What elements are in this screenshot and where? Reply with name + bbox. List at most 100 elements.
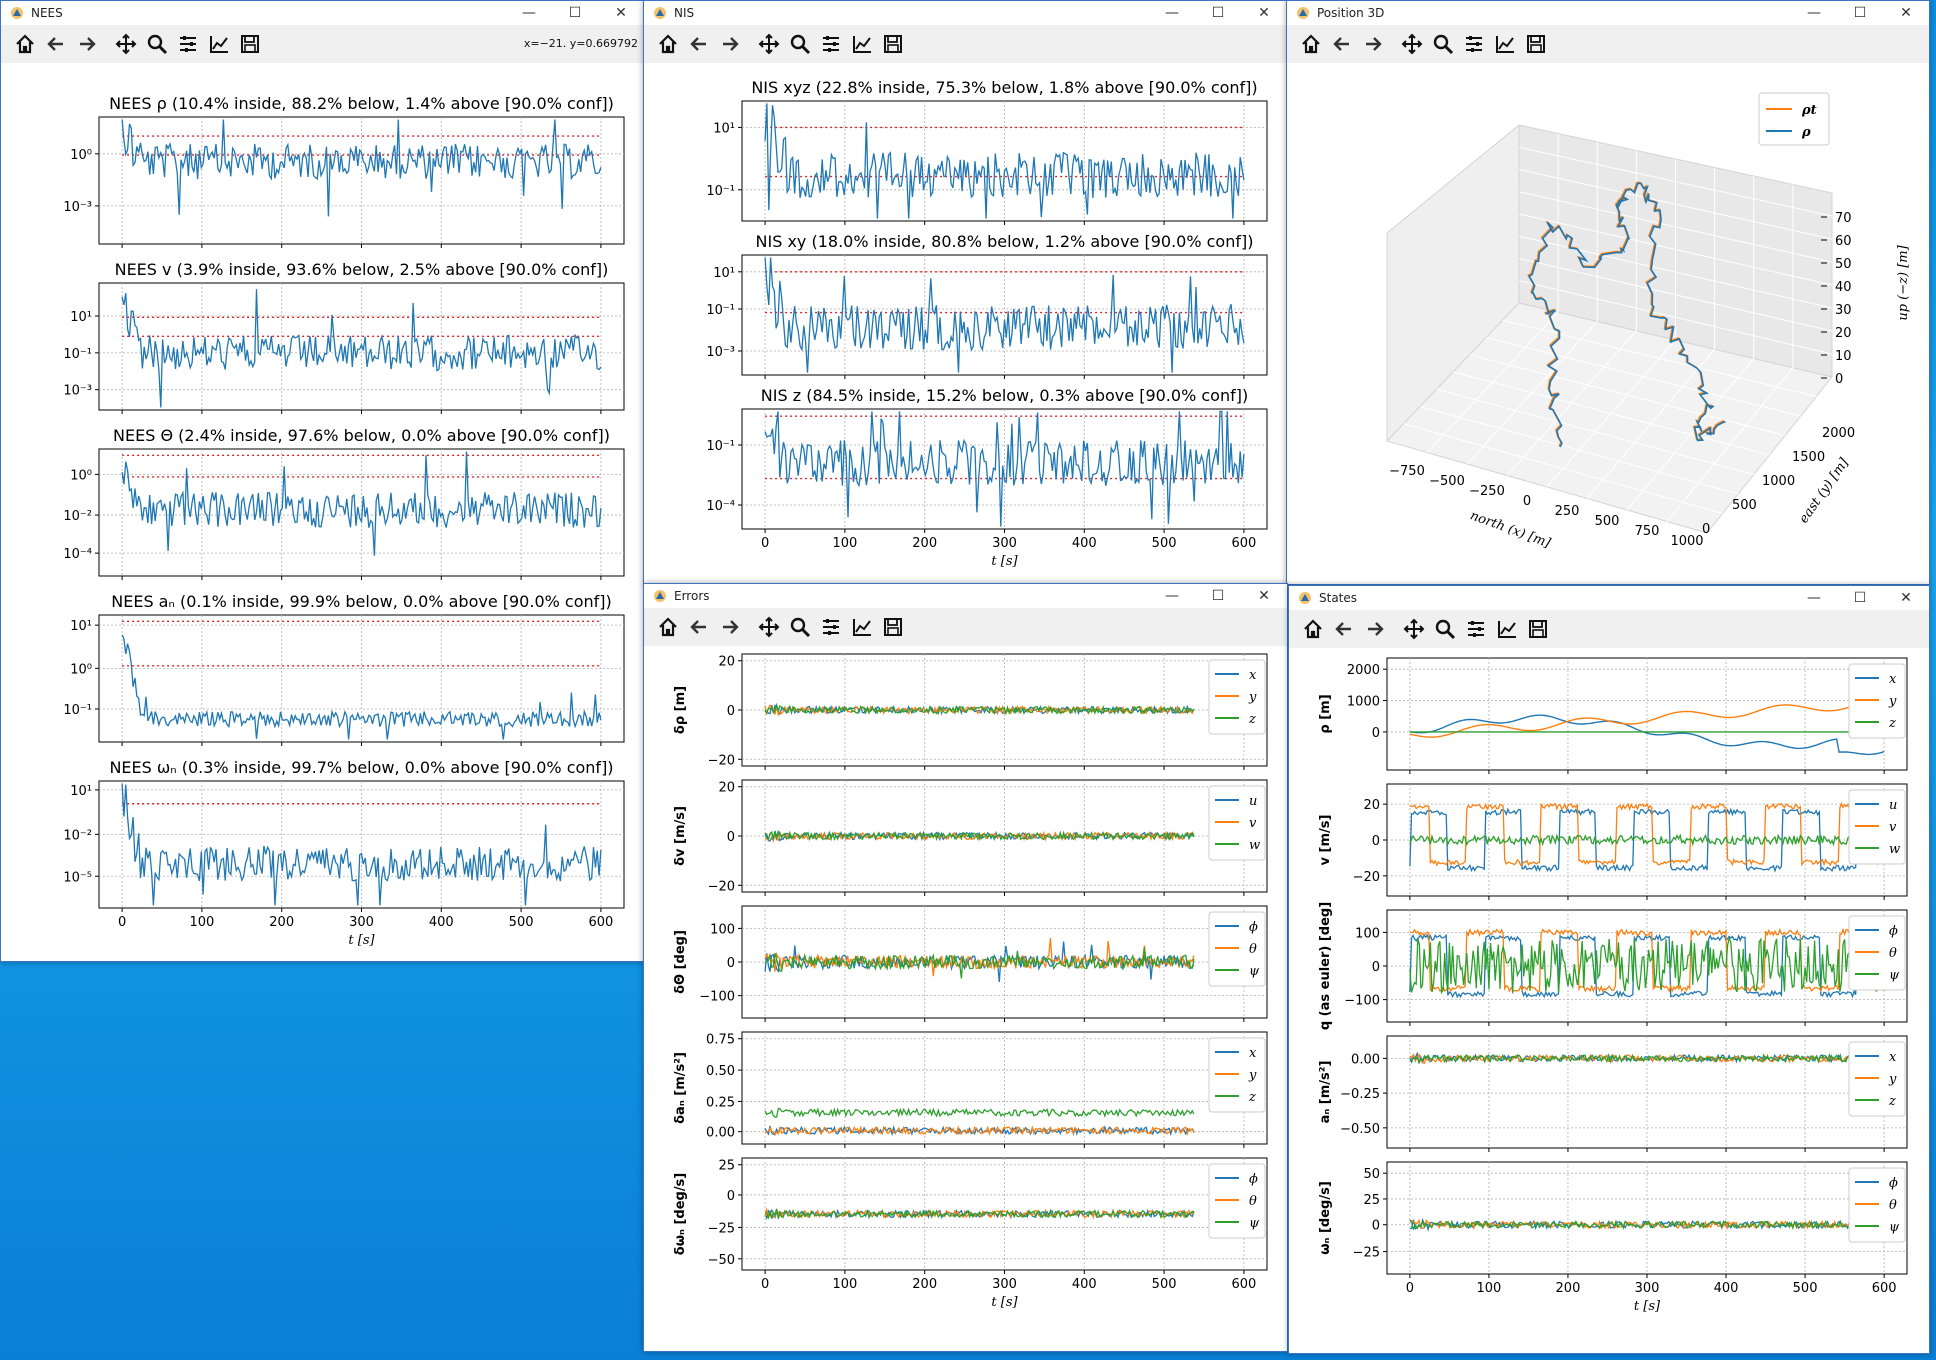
- nees-panel-1: 10⁰ 10⁻³: [63, 116, 625, 248]
- maximize-button[interactable]: ☐: [1211, 588, 1225, 604]
- forward-button[interactable]: [1357, 29, 1388, 59]
- errors-figure[interactable]: 20 0 −20 δρ [m] x y z 20 0 −20 δv [m/s] u v w 100 0 −100…: [644, 646, 1287, 1351]
- minimize-button[interactable]: —: [1165, 588, 1179, 604]
- zoom-button[interactable]: [1427, 29, 1458, 59]
- states-series-2: [1409, 927, 1885, 993]
- position3d-figure[interactable]: 0 10 20 30 40 50 60 70 up (−z) [m] −750 −500 −250 0 2…: [1287, 63, 1929, 584]
- states-figure[interactable]: 2000 1000 0 ρ [m] x y z 20 0 −20 v [m/s] u v w 100 0 −10…: [1289, 648, 1929, 1353]
- edit-axis-button[interactable]: [203, 29, 234, 59]
- configure-subplots-button[interactable]: [1458, 29, 1489, 59]
- y-axis-label: δv [m/s]: [673, 806, 688, 866]
- zoom-button[interactable]: [784, 29, 815, 59]
- errors-series-3: [764, 1107, 1195, 1118]
- x-tick-label: 500: [1793, 1281, 1818, 1296]
- y-tick-label: 10⁻⁵: [63, 870, 92, 885]
- nis-panel-2: 10¹ 10⁻¹ 10⁻³: [706, 254, 1268, 379]
- nis-titlebar[interactable]: NIS — ☐ ✕: [644, 1, 1287, 25]
- save-button[interactable]: [1522, 614, 1553, 644]
- estimated-trajectory: [1527, 182, 1726, 448]
- configure-subplots-icon: [822, 619, 839, 635]
- save-icon: [883, 618, 902, 636]
- nees-figure[interactable]: NEES ρ (10.4% inside, 88.2% below, 1.4% …: [1, 63, 644, 961]
- back-button[interactable]: [683, 29, 714, 59]
- states-titlebar[interactable]: States — ☐ ✕: [1289, 586, 1929, 610]
- panel-title-2: NIS xy (18.0% inside, 80.8% below, 1.2% …: [756, 232, 1254, 251]
- zoom-button[interactable]: [1429, 614, 1460, 644]
- home-button[interactable]: [1297, 614, 1328, 644]
- x-tick-label: 300: [992, 1277, 1017, 1292]
- save-button[interactable]: [877, 29, 908, 59]
- zoom-icon: [1433, 34, 1453, 55]
- close-button[interactable]: ✕: [1258, 5, 1270, 21]
- home-button[interactable]: [652, 612, 683, 642]
- states-series-1: [1409, 807, 1885, 873]
- nees-titlebar[interactable]: NEES — ☐ ✕: [1, 1, 644, 25]
- back-button[interactable]: [40, 29, 71, 59]
- pan-button[interactable]: [1398, 614, 1429, 644]
- maximize-button[interactable]: ☐: [568, 5, 582, 21]
- zoom-button[interactable]: [141, 29, 172, 59]
- y-tick-label: −20: [708, 753, 735, 768]
- close-button[interactable]: ✕: [1900, 590, 1912, 606]
- nis-plot: NIS xyz (22.8% inside, 75.3% below, 1.8%…: [706, 78, 1268, 569]
- configure-subplots-button[interactable]: [815, 29, 846, 59]
- errors-panel-3: 100 0 −100 δΘ [deg] ϕθψ: [673, 905, 1268, 1022]
- pan-button[interactable]: [753, 612, 784, 642]
- y-tick-label: 10⁻³: [706, 345, 735, 360]
- grid-line: [1485, 337, 1801, 417]
- legend-label: ϕ: [1889, 924, 1898, 939]
- minimize-button[interactable]: —: [522, 5, 536, 21]
- y-axis-label: δωₙ [deg/s]: [673, 1173, 688, 1255]
- edit-axis-button[interactable]: [1491, 614, 1522, 644]
- panel-title-1: NEES ρ (10.4% inside, 88.2% below, 1.4% …: [109, 94, 614, 113]
- save-button[interactable]: [877, 612, 908, 642]
- home-button[interactable]: [652, 29, 683, 59]
- legend: ϕθψ: [1848, 915, 1906, 991]
- save-button[interactable]: [234, 29, 265, 59]
- back-button[interactable]: [683, 612, 714, 642]
- x-tick-label: 1000: [1670, 534, 1703, 549]
- minimize-button[interactable]: —: [1165, 5, 1179, 21]
- maximize-button[interactable]: ☐: [1853, 5, 1867, 21]
- pan-button[interactable]: [1396, 29, 1427, 59]
- y-axis-label: ρ [m]: [1318, 694, 1333, 733]
- forward-button[interactable]: [71, 29, 102, 59]
- x-tick-label: 500: [1152, 536, 1177, 551]
- nees-series: [121, 783, 602, 906]
- legend-label: y: [1888, 694, 1897, 709]
- errors-titlebar[interactable]: Errors — ☐ ✕: [644, 584, 1287, 608]
- panel-title-3: NIS z (84.5% inside, 15.2% below, 0.3% a…: [761, 386, 1248, 405]
- edit-axis-button[interactable]: [846, 29, 877, 59]
- close-button[interactable]: ✕: [1900, 5, 1912, 21]
- back-button[interactable]: [1326, 29, 1357, 59]
- forward-button[interactable]: [714, 29, 745, 59]
- position3d-titlebar[interactable]: Position 3D — ☐ ✕: [1287, 1, 1929, 25]
- minimize-button[interactable]: —: [1807, 590, 1821, 606]
- forward-button[interactable]: [714, 612, 745, 642]
- legend-label: z: [1248, 712, 1256, 727]
- back-button[interactable]: [1328, 614, 1359, 644]
- minimize-button[interactable]: —: [1807, 5, 1821, 21]
- y-axis-label: δΘ [deg]: [673, 930, 688, 994]
- y-tick-label: 10¹: [713, 266, 735, 281]
- edit-axis-button[interactable]: [1489, 29, 1520, 59]
- legend: ϕθψ: [1848, 1167, 1906, 1243]
- edit-axis-button[interactable]: [846, 612, 877, 642]
- maximize-button[interactable]: ☐: [1211, 5, 1225, 21]
- save-button[interactable]: [1520, 29, 1551, 59]
- close-button[interactable]: ✕: [615, 5, 627, 21]
- maximize-button[interactable]: ☐: [1853, 590, 1867, 606]
- home-button[interactable]: [9, 29, 40, 59]
- x-axis-label: t [s]: [991, 1295, 1018, 1310]
- pan-button[interactable]: [753, 29, 784, 59]
- close-button[interactable]: ✕: [1258, 588, 1270, 604]
- configure-subplots-button[interactable]: [815, 612, 846, 642]
- zoom-button[interactable]: [784, 612, 815, 642]
- home-button[interactable]: [1295, 29, 1326, 59]
- configure-subplots-button[interactable]: [1460, 614, 1491, 644]
- configure-subplots-button[interactable]: [172, 29, 203, 59]
- edit-axis-icon: [1497, 621, 1516, 638]
- pan-button[interactable]: [110, 29, 141, 59]
- forward-button[interactable]: [1359, 614, 1390, 644]
- nis-figure[interactable]: NIS xyz (22.8% inside, 75.3% below, 1.8%…: [644, 63, 1287, 584]
